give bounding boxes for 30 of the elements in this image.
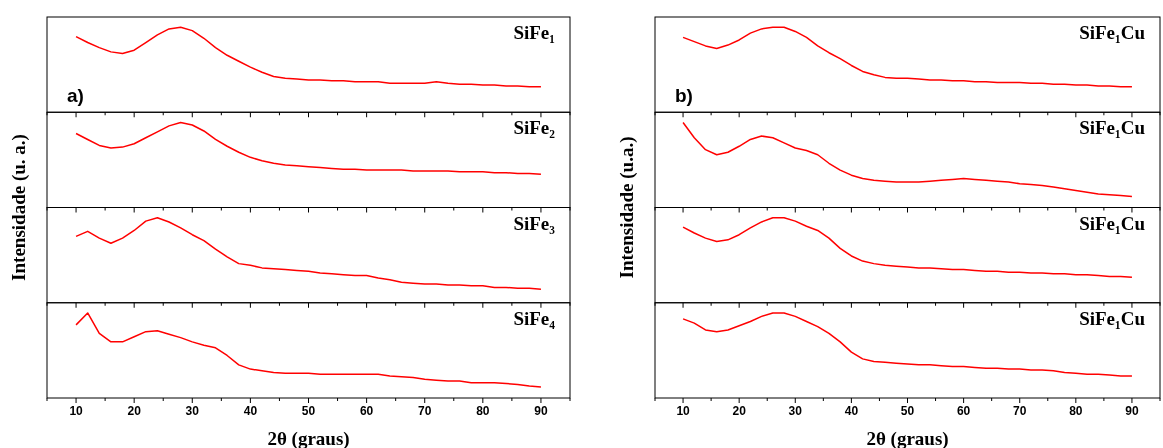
x-tick-label: 10 [676, 404, 691, 418]
chart-title: SiFe₁Cu [1079, 22, 1146, 43]
x-tick-label: 90 [534, 404, 548, 418]
x-tick-label: 60 [359, 404, 374, 418]
x-tick-label: 80 [1069, 404, 1083, 418]
chart-title: SiFe₁Cu [1079, 117, 1146, 139]
x-tick-label: 70 [418, 404, 432, 418]
x-tick-label: 40 [243, 404, 258, 418]
chart-title: SiFe₄ [513, 307, 556, 329]
x-tick-label: 10 [69, 404, 84, 418]
x-tick-label: 30 [185, 404, 200, 418]
chart-title: SiFe₃ [513, 212, 556, 234]
chart-title: SiFe₂ [513, 117, 556, 139]
x-tick-label: 20 [732, 404, 747, 418]
x-tick-label: 30 [788, 404, 803, 418]
x-tick-label: 50 [301, 404, 316, 418]
annotation: b) [675, 85, 693, 107]
chart-title: SiFe₁ [513, 22, 555, 43]
x-tick-label: 90 [1125, 404, 1139, 418]
y-axis-title: Intensidade (u.a.) [616, 136, 638, 279]
annotation: a) [67, 85, 84, 107]
y-axis-title: Intensidade (u. a.) [8, 134, 30, 281]
x-tick-label: 40 [844, 404, 859, 418]
x-tick-label: 20 [127, 404, 142, 418]
x-tick-label: 60 [956, 404, 971, 418]
chart-title: SiFe₁Cu [1079, 212, 1146, 234]
chart-title: SiFe₁Cu [1079, 307, 1146, 329]
x-tick-label: 80 [476, 404, 490, 418]
x-tick-label: 50 [900, 404, 915, 418]
x-tick-label: 70 [1013, 404, 1027, 418]
